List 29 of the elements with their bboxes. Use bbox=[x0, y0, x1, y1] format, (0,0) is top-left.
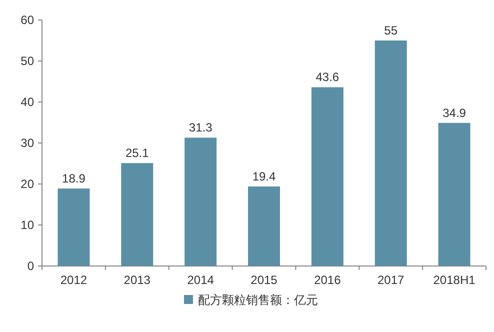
x-tick-label: 2013 bbox=[124, 273, 151, 287]
x-tick-label: 2016 bbox=[314, 273, 342, 287]
legend-label: 配方颗粒销售额：亿元 bbox=[198, 293, 318, 307]
x-tick-label: 2017 bbox=[378, 273, 405, 287]
data-label: 31.3 bbox=[188, 120, 213, 135]
data-label: 18.9 bbox=[62, 172, 86, 186]
bar bbox=[374, 40, 407, 266]
bar bbox=[248, 186, 280, 266]
y-tick-label: 40 bbox=[20, 95, 34, 109]
x-tick-label: 2014 bbox=[187, 273, 214, 287]
y-tick-label: 30 bbox=[20, 136, 34, 150]
data-label: 34.9 bbox=[442, 106, 466, 120]
y-tick-label: 10 bbox=[20, 218, 34, 232]
bar bbox=[438, 122, 470, 266]
bar bbox=[58, 188, 90, 266]
x-tick-label: 2012 bbox=[60, 273, 88, 287]
y-tick-label: 0 bbox=[27, 259, 34, 273]
y-tick-label: 50 bbox=[20, 54, 34, 68]
data-label: 43.6 bbox=[316, 70, 340, 84]
data-label: 55 bbox=[384, 24, 398, 38]
bar bbox=[121, 163, 154, 266]
data-label: 19.4 bbox=[252, 169, 276, 184]
y-tick-label: 20 bbox=[20, 177, 34, 191]
x-tick-label: 2018H1 bbox=[433, 273, 476, 287]
data-label: 25.1 bbox=[125, 146, 150, 160]
bar bbox=[184, 138, 217, 266]
bar bbox=[311, 87, 344, 266]
x-tick-label: 2015 bbox=[250, 273, 278, 287]
y-tick-label: 60 bbox=[20, 13, 34, 27]
